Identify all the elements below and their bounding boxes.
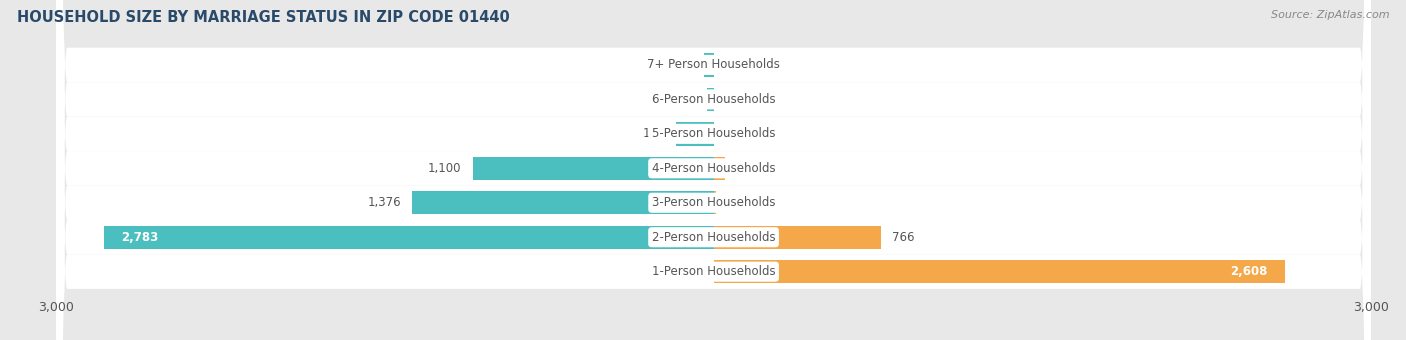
Bar — [676, 122, 714, 146]
Text: 30: 30 — [682, 93, 696, 106]
Text: HOUSEHOLD SIZE BY MARRIAGE STATUS IN ZIP CODE 01440: HOUSEHOLD SIZE BY MARRIAGE STATUS IN ZIP… — [17, 10, 509, 25]
Text: 1,376: 1,376 — [367, 196, 401, 209]
Text: 2,608: 2,608 — [1230, 265, 1267, 278]
Bar — [707, 88, 714, 111]
Bar — [714, 225, 882, 249]
Text: 44: 44 — [678, 58, 693, 71]
Text: 2,783: 2,783 — [121, 231, 159, 244]
Bar — [714, 157, 724, 180]
Text: 6-Person Households: 6-Person Households — [652, 93, 775, 106]
Text: 171: 171 — [643, 128, 665, 140]
FancyBboxPatch shape — [56, 0, 1371, 340]
Text: 10: 10 — [727, 196, 741, 209]
FancyBboxPatch shape — [56, 0, 1371, 340]
Bar — [104, 225, 714, 249]
FancyBboxPatch shape — [56, 0, 1371, 340]
Bar — [412, 191, 714, 215]
Bar — [714, 191, 716, 215]
Text: 5-Person Households: 5-Person Households — [652, 128, 775, 140]
FancyBboxPatch shape — [56, 0, 1371, 340]
FancyBboxPatch shape — [56, 0, 1371, 340]
FancyBboxPatch shape — [56, 0, 1371, 340]
Text: Source: ZipAtlas.com: Source: ZipAtlas.com — [1271, 10, 1389, 20]
Text: 7+ Person Households: 7+ Person Households — [647, 58, 780, 71]
Text: 4-Person Households: 4-Person Households — [652, 162, 775, 175]
Text: 1-Person Households: 1-Person Households — [652, 265, 775, 278]
Text: 3-Person Households: 3-Person Households — [652, 196, 775, 209]
FancyBboxPatch shape — [56, 0, 1371, 340]
Text: 2-Person Households: 2-Person Households — [652, 231, 775, 244]
Text: 51: 51 — [735, 162, 751, 175]
Text: 0: 0 — [747, 93, 754, 106]
Text: 0: 0 — [747, 58, 754, 71]
Bar — [472, 157, 714, 180]
Bar — [704, 53, 714, 76]
Text: 1,100: 1,100 — [427, 162, 461, 175]
Text: 0: 0 — [747, 128, 754, 140]
Text: 766: 766 — [893, 231, 915, 244]
Bar — [714, 260, 1285, 284]
